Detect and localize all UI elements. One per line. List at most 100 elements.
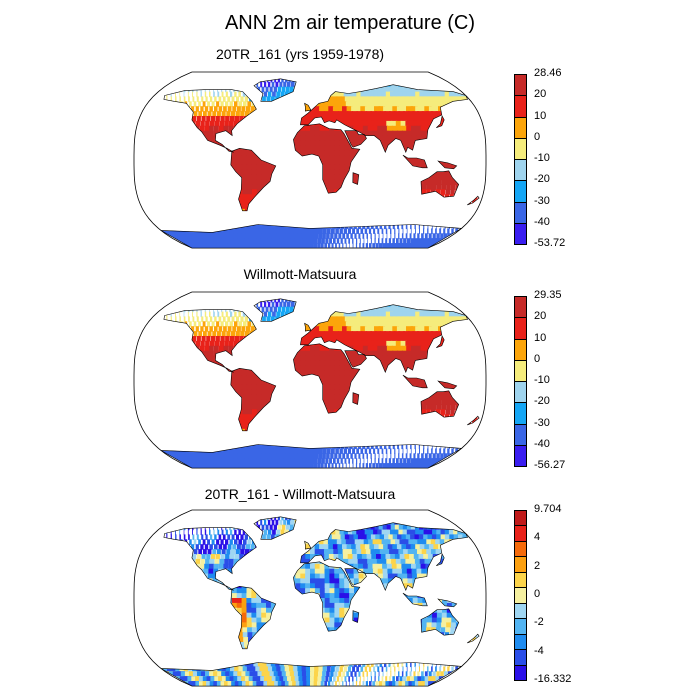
colorbar-label: -53.72 bbox=[534, 237, 566, 249]
colorbar-swatch bbox=[514, 402, 527, 425]
colorbar-label: -2 bbox=[534, 616, 544, 629]
colorbar-label: -40 bbox=[534, 215, 550, 228]
colorbar-label: -4 bbox=[534, 644, 544, 657]
figure-title: ANN 2m air temperature (C) bbox=[224, 12, 476, 34]
coastline bbox=[344, 350, 367, 368]
coastline bbox=[163, 527, 257, 591]
colorbar-label: 20 bbox=[534, 88, 547, 101]
coastline bbox=[300, 522, 469, 591]
coastline bbox=[467, 195, 480, 206]
colorbar-swatch bbox=[514, 649, 527, 666]
colorbar-swatch bbox=[514, 587, 527, 604]
colorbar-label: -30 bbox=[534, 194, 550, 207]
coastline bbox=[420, 608, 460, 636]
colorbar-label: 0 bbox=[534, 352, 541, 365]
colorbar-swatch bbox=[514, 201, 527, 224]
colorbar-swatch bbox=[514, 525, 527, 542]
coastline bbox=[420, 170, 460, 198]
coastline bbox=[402, 592, 428, 607]
coastline bbox=[304, 322, 312, 332]
colorbar-swatch bbox=[514, 556, 527, 573]
colorbar-label: 0 bbox=[534, 588, 541, 600]
colorbar-swatch bbox=[514, 510, 527, 527]
colorbar-label: -10 bbox=[534, 374, 550, 386]
coastline bbox=[160, 224, 463, 249]
coastline bbox=[436, 115, 445, 128]
colorbar-label: 10 bbox=[534, 331, 547, 344]
coastline bbox=[253, 298, 297, 322]
colorbar-swatch bbox=[514, 338, 527, 361]
colorbar-label: 9.704 bbox=[534, 503, 562, 515]
colorbar-label: 4 bbox=[534, 531, 541, 544]
coastline bbox=[230, 367, 277, 432]
coastline bbox=[344, 130, 367, 148]
colorbar-label: -20 bbox=[534, 395, 550, 408]
colorbar-swatch bbox=[514, 540, 527, 558]
coastline bbox=[402, 374, 428, 389]
colorbar-swatch bbox=[514, 602, 527, 620]
colorbar-label: -30 bbox=[534, 416, 550, 429]
coastline bbox=[253, 516, 297, 540]
coastline bbox=[352, 610, 360, 623]
colorbar-swatch bbox=[514, 296, 527, 319]
colorbar-swatch bbox=[514, 359, 527, 382]
colorbar-swatch bbox=[514, 159, 527, 182]
coastline bbox=[436, 553, 445, 566]
coastline bbox=[293, 123, 361, 194]
colorbar-label: 20 bbox=[534, 310, 547, 323]
colorbar-swatch bbox=[514, 664, 527, 681]
colorbar-swatch bbox=[514, 381, 527, 404]
coastline bbox=[437, 160, 458, 170]
panel-model: 20TR_161 (yrs 1959-1978) 28.46 20 10 0 -10 -2… bbox=[0, 46, 700, 256]
panel-title-model: 20TR_161 (yrs 1959-1978) bbox=[215, 46, 385, 62]
colorbar-swatch bbox=[514, 74, 527, 97]
temperature-map-observed bbox=[133, 291, 487, 469]
coastline bbox=[437, 380, 458, 390]
coastline bbox=[437, 598, 458, 608]
coastline bbox=[467, 633, 480, 644]
colorbar-label: 10 bbox=[534, 109, 547, 122]
coastline bbox=[300, 304, 469, 373]
colorbar-swatch bbox=[514, 116, 527, 139]
colorbar-swatch bbox=[514, 180, 527, 203]
coastline bbox=[420, 390, 460, 418]
colorbar-label: 28.46 bbox=[534, 67, 562, 79]
panel-title-difference: 20TR_161 - Willmott-Matsuura bbox=[204, 486, 396, 502]
panel-title-observed: Willmott-Matsuura bbox=[243, 266, 357, 282]
coastline bbox=[352, 172, 360, 185]
colorbar-swatch bbox=[514, 633, 527, 651]
colorbar-label: -40 bbox=[534, 437, 550, 450]
colorbar-swatch bbox=[514, 137, 527, 160]
coastline bbox=[163, 89, 257, 153]
coastline bbox=[230, 585, 277, 650]
coastline bbox=[293, 561, 361, 632]
colorbar-label: -20 bbox=[534, 173, 550, 186]
colorbar-label: -10 bbox=[534, 152, 550, 164]
colorbar-swatch bbox=[514, 95, 527, 118]
colorbar-swatch bbox=[514, 444, 527, 467]
coastline bbox=[300, 84, 469, 153]
coastline bbox=[230, 147, 277, 212]
temperature-map-difference bbox=[133, 509, 487, 687]
colorbar-label: 0 bbox=[534, 130, 541, 143]
coastline bbox=[253, 78, 297, 102]
temperature-map-model bbox=[133, 71, 487, 249]
coastline bbox=[304, 540, 312, 550]
coastline bbox=[402, 154, 428, 169]
coastline bbox=[293, 343, 361, 414]
colorbar-swatch bbox=[514, 618, 527, 635]
coastline bbox=[163, 309, 257, 373]
panel-observed: Willmott-Matsuura 29.35 20 10 0 -10 -20 -30 -40… bbox=[0, 266, 700, 476]
colorbar-swatch bbox=[514, 317, 527, 340]
colorbar-swatch bbox=[514, 423, 527, 446]
coastline bbox=[344, 568, 367, 586]
coastline bbox=[436, 335, 445, 348]
colorbar-label: 2 bbox=[534, 559, 541, 572]
colorbar-swatch bbox=[514, 571, 527, 589]
colorbar-label: -16.332 bbox=[534, 673, 572, 685]
coastline bbox=[304, 102, 312, 112]
panel-difference: 20TR_161 - Willmott-Matsuura 9.704 4 2 0 -2 -… bbox=[0, 486, 700, 696]
colorbar-label: 29.35 bbox=[534, 289, 562, 301]
coastline bbox=[160, 444, 463, 469]
coastline bbox=[467, 415, 480, 426]
